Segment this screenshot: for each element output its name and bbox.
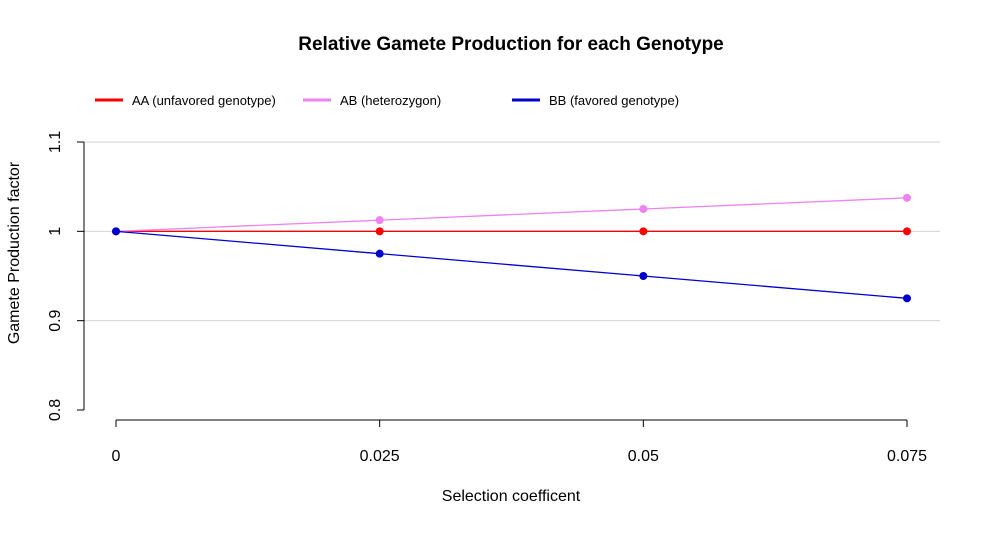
x-tick-label: 0	[112, 448, 121, 465]
data-point	[903, 193, 911, 202]
data-point	[639, 205, 648, 213]
data-point	[375, 216, 384, 225]
data-point	[112, 227, 120, 236]
y-axis-label: Gamete Production factor	[6, 161, 23, 344]
data-point	[639, 272, 648, 280]
y-tick-label: 0.8	[47, 399, 64, 421]
legend: AA (unfavored genotype) AB (heterozygon) B…	[95, 93, 679, 108]
legend-label: BB (favored genotype)	[549, 93, 679, 108]
data-point	[639, 227, 648, 236]
x-tick-label: 0.075	[887, 448, 927, 465]
x-axis-label: Selection coefficent	[442, 488, 581, 505]
y-tick-label: 1.1	[47, 131, 64, 153]
y-tick-label: 0.9	[47, 309, 64, 331]
data-point	[375, 249, 384, 258]
axes: 0.8 0.9 1 1.1 0 0.025 0.05 0.075	[47, 131, 927, 465]
series-line	[115, 197, 908, 232]
data-point	[903, 227, 911, 236]
series-line	[115, 230, 908, 299]
series-layer	[112, 193, 911, 303]
data-point	[375, 227, 384, 236]
legend-label: AB (heterozygon)	[340, 93, 441, 108]
chart-title: Relative Gamete Production for each Geno…	[298, 34, 724, 55]
data-point	[903, 294, 911, 303]
legend-label: AA (unfavored genotype)	[132, 93, 276, 108]
x-tick-label: 0.025	[360, 448, 400, 465]
y-tick-label: 1	[47, 227, 64, 236]
x-tick-label: 0.05	[628, 448, 659, 465]
